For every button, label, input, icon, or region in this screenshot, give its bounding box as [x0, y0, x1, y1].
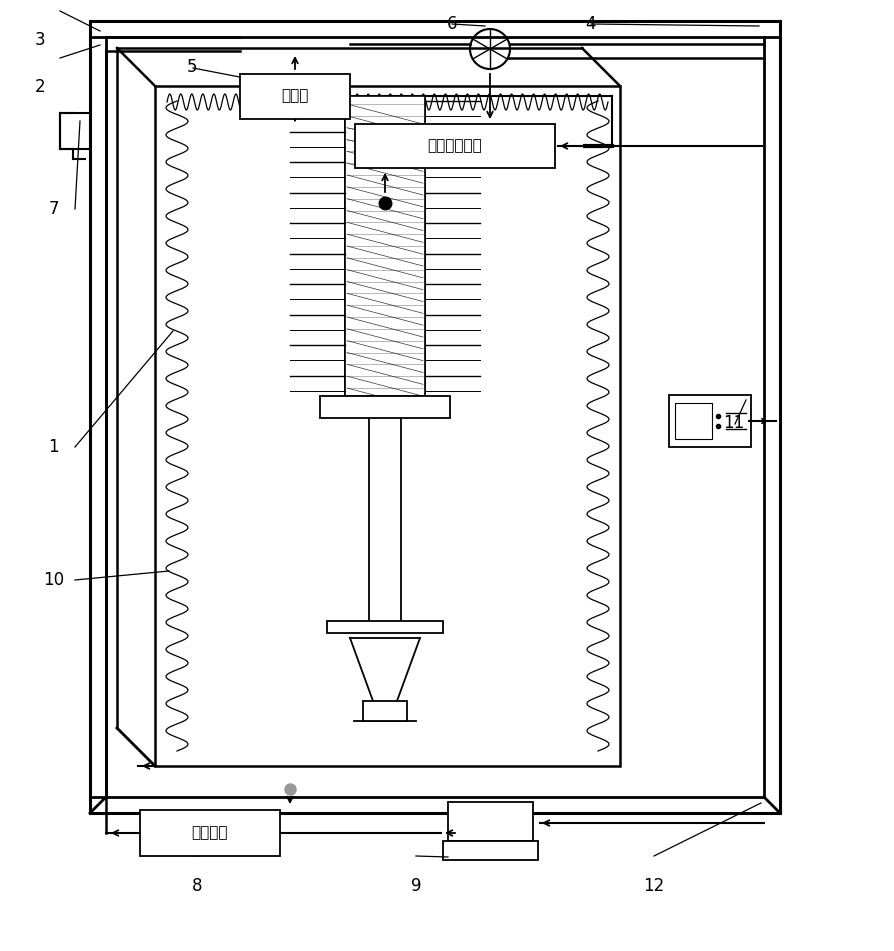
Text: 5: 5 [187, 58, 198, 75]
Bar [668, 395, 750, 447]
Text: 9: 9 [410, 878, 421, 895]
Bar [344, 96, 425, 396]
Text: 6: 6 [446, 15, 457, 32]
Bar [326, 621, 443, 633]
Bar [155, 86, 620, 766]
Bar [199, 231, 574, 756]
Bar [355, 124, 554, 168]
Bar [674, 403, 712, 439]
Text: 4: 4 [585, 15, 595, 32]
Bar [448, 802, 533, 841]
Bar [139, 810, 280, 856]
Bar [443, 841, 537, 860]
Text: 1: 1 [48, 438, 59, 456]
Text: 12: 12 [642, 878, 663, 895]
Bar [60, 113, 90, 149]
Text: 3: 3 [35, 31, 46, 49]
Text: 温控系统: 温控系统 [191, 825, 228, 841]
Bar [320, 396, 450, 418]
Text: 11: 11 [722, 415, 744, 432]
Text: 湿度控制系统: 湿度控制系统 [427, 139, 482, 153]
Bar [363, 701, 407, 721]
Text: 8: 8 [191, 878, 202, 895]
Text: 加湿器: 加湿器 [281, 88, 308, 104]
Text: 10: 10 [43, 572, 64, 589]
Text: 2: 2 [35, 79, 46, 96]
Bar [240, 73, 350, 119]
Text: 7: 7 [48, 201, 59, 218]
